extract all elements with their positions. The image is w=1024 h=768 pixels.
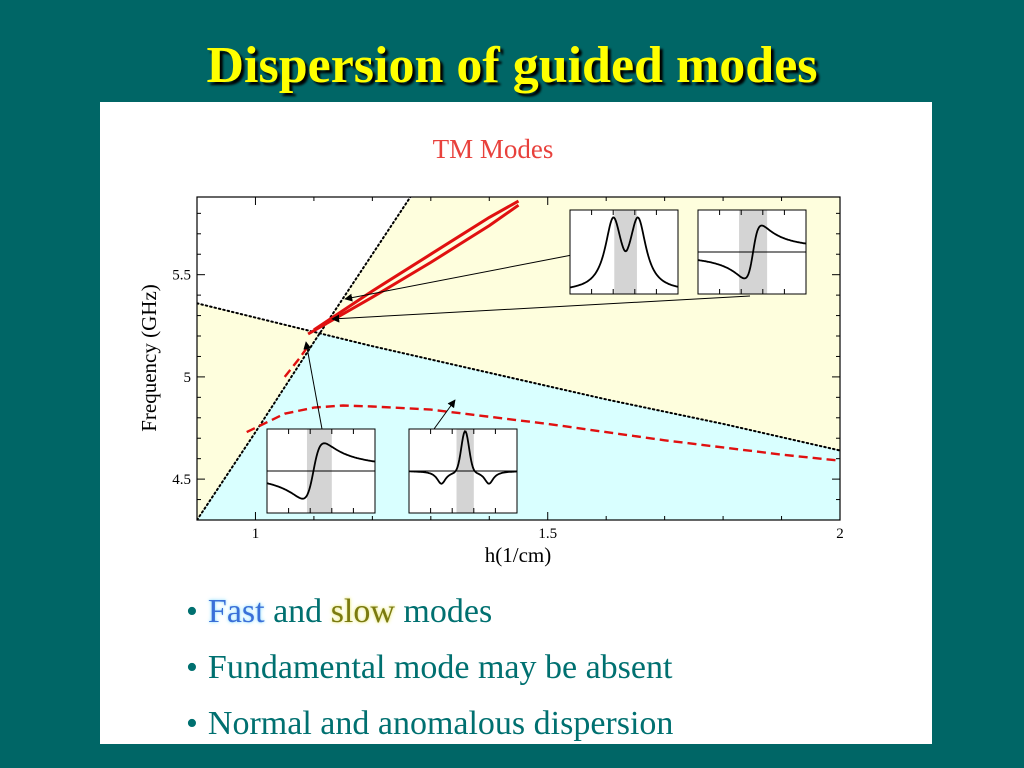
x-tick-label: 1.5 (538, 526, 557, 542)
series-line-1 (197, 302, 840, 452)
y-axis-label: Frequency (GHz) (137, 284, 161, 432)
bullet-text: Normal and anomalous dispersion (207, 705, 674, 742)
slow-region (197, 197, 840, 520)
bullet-item-fundamental: • Fundamental mode may be absent (186, 640, 673, 696)
inset-upper-left (569, 209, 679, 295)
arrow-to-upper-mode (344, 254, 573, 302)
series-line-3 (307, 203, 520, 336)
bullet-marker: • (186, 649, 198, 686)
bullet-text: Fundamental mode may be absent (207, 649, 673, 686)
series-line-0 (197, 197, 412, 520)
slow-word: slow (330, 593, 395, 630)
chart-title: TM Modes (433, 134, 554, 164)
content-panel: 1 1.5 2 4.5 5 5.5 TM Modes h(1/cm) Frequency (GH… (100, 102, 932, 744)
tick-marks (196, 197, 841, 520)
bullet-marker: • (186, 593, 198, 630)
inset-upper-left-profile (569, 216, 679, 289)
inset-lower-left-profile (266, 442, 376, 500)
x-tick-label: 2 (836, 526, 844, 542)
y-tick-label: 4.5 (172, 472, 191, 488)
arrow-to-dashed-onset (303, 341, 323, 430)
inset-lower-left-frame (266, 428, 376, 514)
modes-word: modes (403, 593, 493, 630)
inset-upper-right (697, 209, 807, 295)
bullet-marker: • (186, 705, 198, 742)
slide-title: Dispersion of guided modes (206, 37, 818, 94)
plot-frame (196, 196, 841, 521)
and-word: and (273, 593, 323, 630)
inset-lower-right-frame (408, 428, 518, 514)
y-tick-label: 5.5 (172, 268, 191, 284)
dispersion-chart: 1 1.5 2 4.5 5 5.5 TM Modes h(1/cm) Frequency (GH… (137, 134, 844, 567)
arrow-to-dashed-mode (433, 399, 456, 430)
inset-upper-left-frame (569, 209, 679, 295)
inset-lower-right-profile (409, 430, 517, 485)
x-tick-label: 1 (252, 526, 259, 542)
inset-upper-right-frame (697, 209, 807, 295)
bullet-item-fast-slow: • Fast and slow modes (186, 584, 673, 640)
x-axis-label: h(1/cm) (485, 543, 551, 567)
y-tick-label: 5 (184, 370, 192, 386)
inset-lower-left (266, 428, 376, 514)
inset-upper-right-profile (697, 224, 807, 280)
bullet-list: • Fast and slow modes • Fundamental mode m… (186, 584, 673, 752)
series-line-4 (283, 345, 310, 378)
arrow-to-lower-mode (331, 295, 751, 323)
series-line-5 (246, 404, 840, 462)
series-line-2 (313, 199, 520, 332)
bullet-item-dispersion: • Normal and anomalous dispersion (186, 696, 673, 752)
inset-lower-right (408, 428, 518, 514)
fast-word: Fast (207, 593, 265, 630)
